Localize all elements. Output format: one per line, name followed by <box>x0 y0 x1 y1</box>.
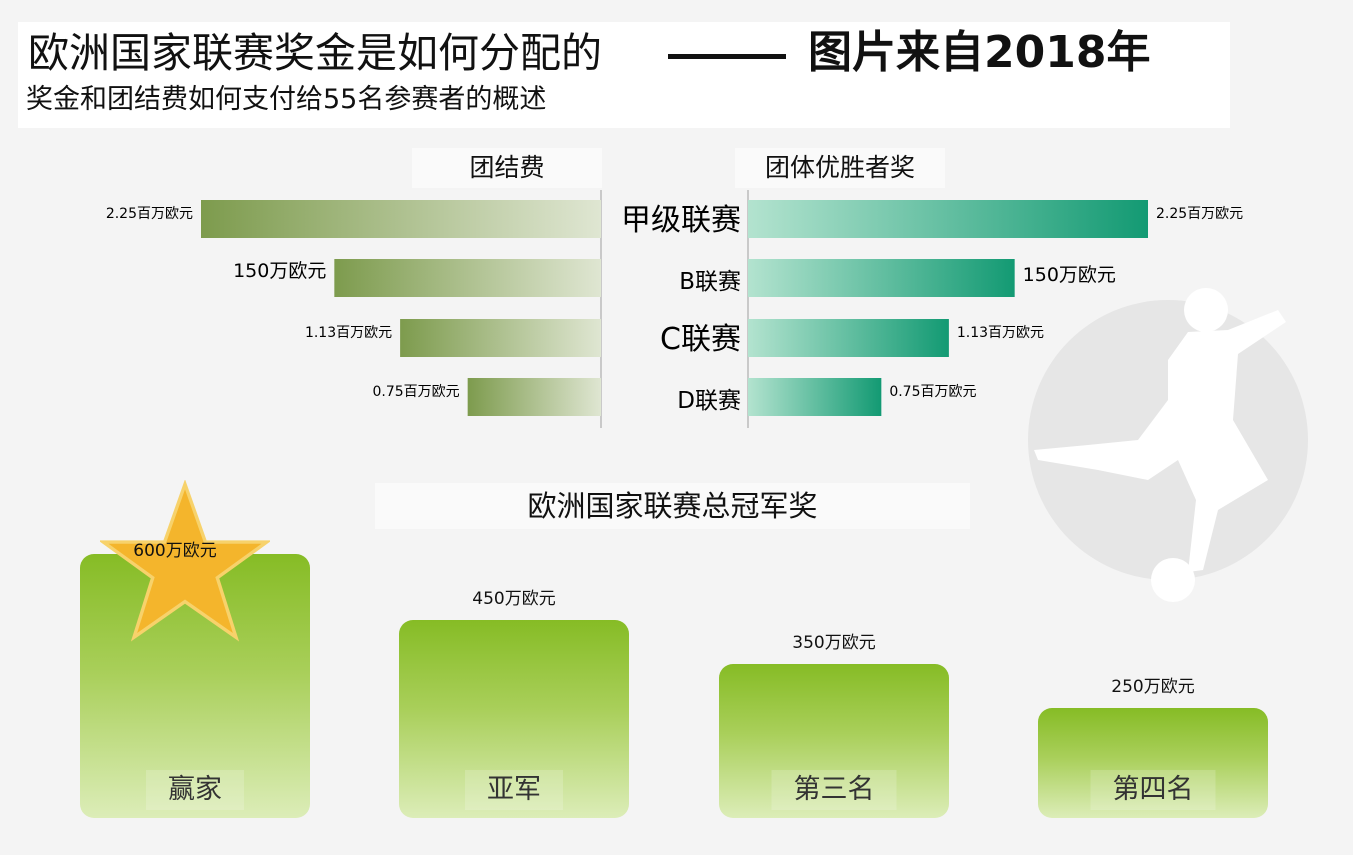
soccer-player-icon <box>1028 288 1308 602</box>
prize-bar: 亚军 <box>399 620 629 818</box>
prize-bar: 第三名 <box>719 664 949 818</box>
star-icon <box>100 480 270 642</box>
solidarity-bar <box>334 259 601 297</box>
solidarity-value-label: 0.75百万欧元 <box>372 384 459 400</box>
solidarity-panel-title: 团结费 <box>412 148 602 188</box>
league-category-label: D联赛 <box>677 388 741 414</box>
league-category-label: B联赛 <box>679 269 741 295</box>
winner-bar <box>748 319 949 357</box>
winner-value-label: 1.13百万欧元 <box>957 325 1044 341</box>
winner-value-label: 2.25百万欧元 <box>1156 206 1243 222</box>
prize-value-label: 250万欧元 <box>1111 677 1195 697</box>
prize-category-label: 亚军 <box>465 770 563 810</box>
solidarity-bar <box>400 319 601 357</box>
winner-value-label: 0.75百万欧元 <box>889 384 976 400</box>
page-subtitle: 奖金和团结费如何支付给55名参赛者的概述 <box>26 84 547 115</box>
prize-category-label: 赢家 <box>146 770 244 810</box>
title-box: 欧洲国家联赛奖金是如何分配的 图片来自2018年 奖金和团结费如何支付给55名参… <box>18 22 1230 128</box>
solidarity-value-label: 1.13百万欧元 <box>305 325 392 341</box>
title-dash-divider <box>668 54 786 59</box>
winner-bar <box>748 200 1148 238</box>
prize-value-label: 350万欧元 <box>792 633 876 653</box>
solidarity-value-label: 150万欧元 <box>233 260 326 282</box>
prize-value-label: 450万欧元 <box>472 589 556 609</box>
winner-bar <box>748 259 1015 297</box>
prize-category-label: 第四名 <box>1090 770 1216 810</box>
prize-category-label: 第三名 <box>771 770 897 810</box>
page-title: 欧洲国家联赛奖金是如何分配的 <box>28 29 602 77</box>
title-source-note: 图片来自2018年 <box>808 27 1151 78</box>
prize-value-label: 600万欧元 <box>133 541 217 561</box>
prize-bar: 第四名 <box>1038 708 1268 818</box>
league-category-label: 甲级联赛 <box>621 203 741 238</box>
winner-value-label: 150万欧元 <box>1023 264 1116 286</box>
winner-bar <box>748 378 882 416</box>
solidarity-value-label: 2.25百万欧元 <box>106 206 193 222</box>
solidarity-bar <box>467 378 601 416</box>
final-prize-title: 欧洲国家联赛总冠军奖 <box>375 483 970 529</box>
solidarity-bar <box>201 200 601 238</box>
winner-panel-title: 团体优胜者奖 <box>735 148 945 188</box>
league-category-label: C联赛 <box>660 322 741 357</box>
solidarity-winner-chart: 2.25百万欧元 2.25百万欧元 甲级联赛 150万欧元 150万欧元 B联赛 1.13百… <box>106 190 1243 428</box>
